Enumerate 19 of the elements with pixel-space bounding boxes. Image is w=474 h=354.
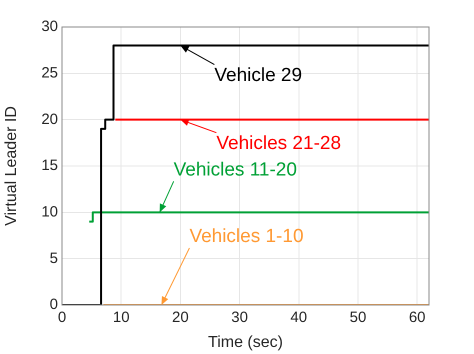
x-tick-label: 10 (112, 309, 130, 326)
x-tick-label: 50 (350, 309, 366, 326)
annotation: Vehicles 1-10 (189, 226, 304, 248)
x-tick-label: 60 (408, 309, 426, 326)
x-tick-label: 30 (231, 309, 248, 326)
x-axis-title: Time (sec) (208, 334, 283, 351)
y-tick-label: 30 (41, 18, 58, 36)
x-tick-label: 40 (290, 309, 308, 326)
y-tick-label: 15 (41, 157, 58, 174)
y-tick-label: 10 (41, 203, 58, 220)
y-tick-label: 0 (50, 296, 58, 314)
annotation: Vehicles 11-20 (174, 160, 297, 181)
annotation: Vehicle 29 (214, 64, 302, 86)
y-tick-label: 25 (41, 64, 58, 82)
y-tick-label: 5 (50, 250, 58, 267)
y-tick-label: 20 (41, 110, 58, 128)
x-tick-label: 20 (172, 309, 189, 326)
y-axis-title: Virtual Leader ID (3, 106, 20, 226)
annotation: Vehicles 21-28 (216, 132, 342, 154)
